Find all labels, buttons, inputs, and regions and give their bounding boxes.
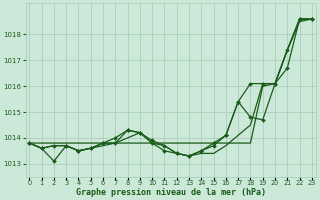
X-axis label: Graphe pression niveau de la mer (hPa): Graphe pression niveau de la mer (hPa) — [76, 188, 266, 197]
